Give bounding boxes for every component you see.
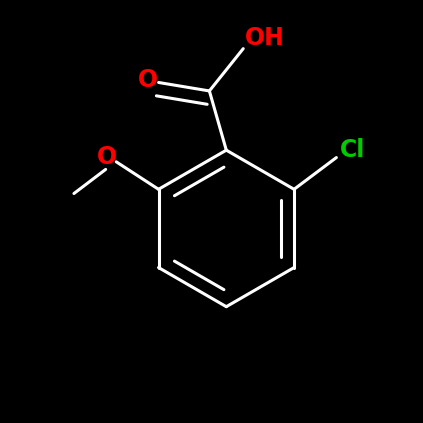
Text: O: O bbox=[138, 69, 158, 92]
Text: Cl: Cl bbox=[340, 138, 365, 162]
Text: OH: OH bbox=[244, 26, 284, 50]
Text: O: O bbox=[97, 145, 117, 169]
